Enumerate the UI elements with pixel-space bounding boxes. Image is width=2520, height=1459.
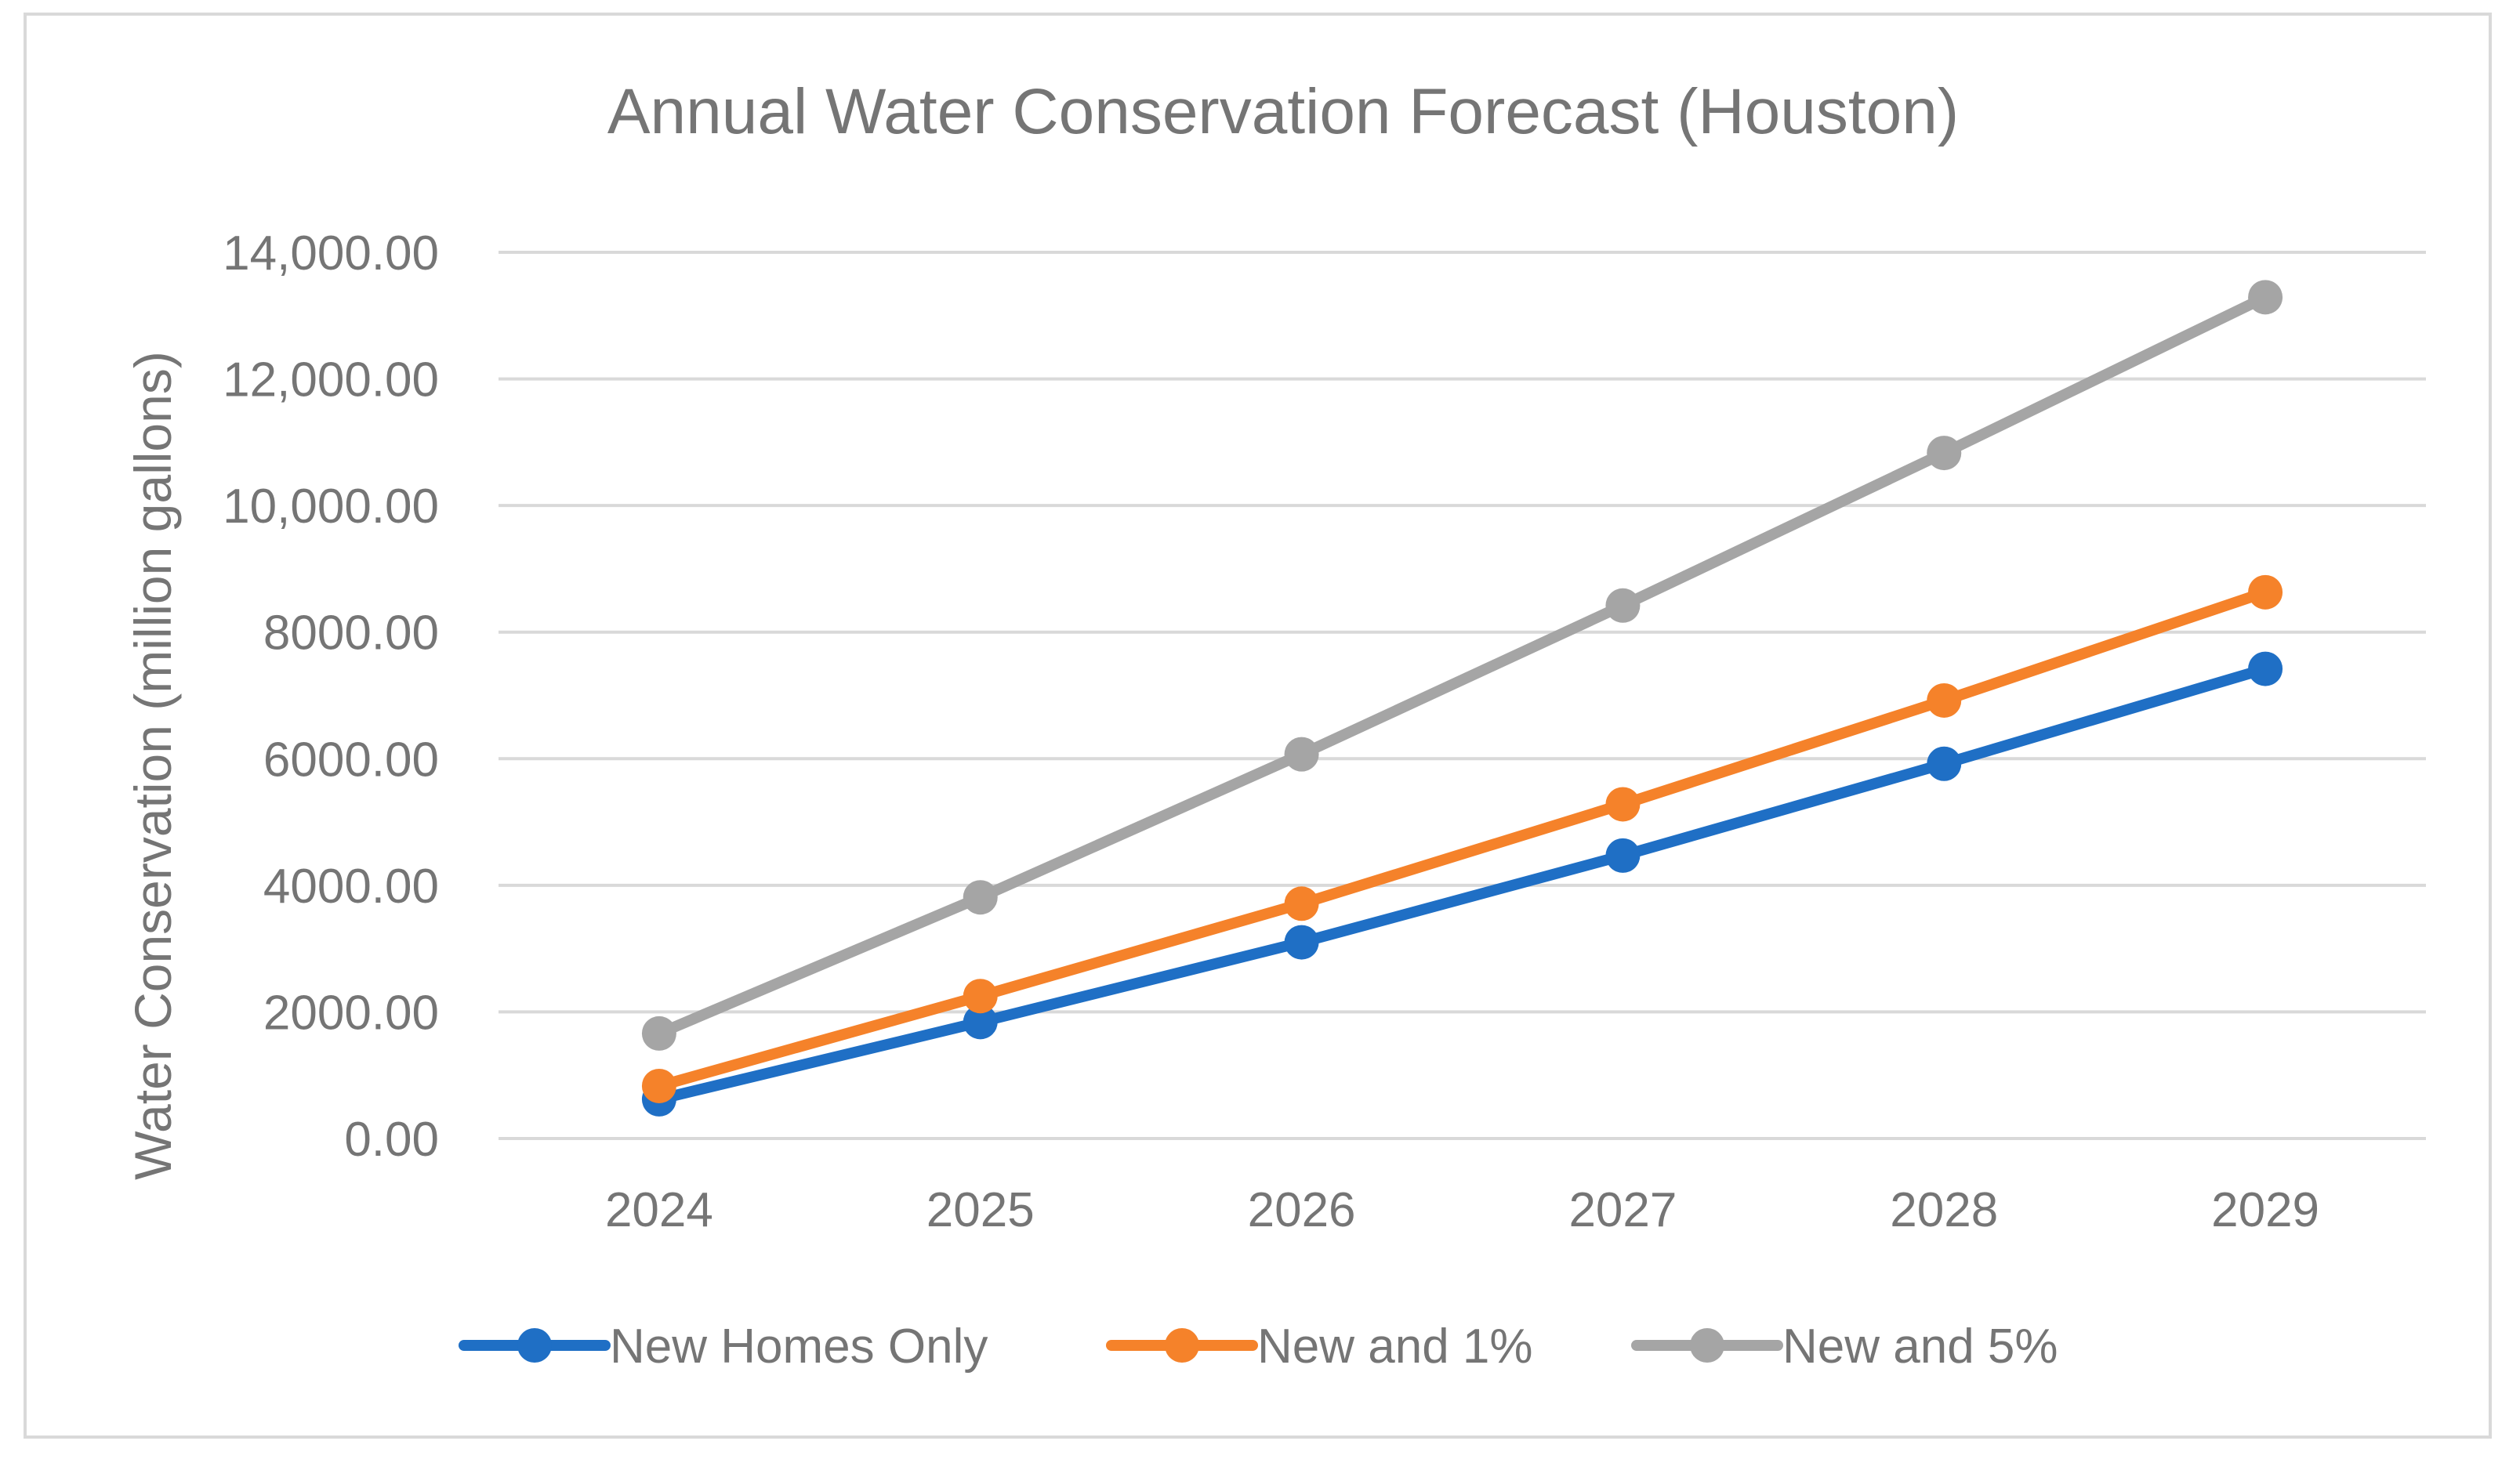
series-line	[653, 586, 2272, 1092]
legend: New Homes Only New and 1% New and 5%	[459, 1320, 2058, 1374]
legend-label: New and 5%	[1782, 1320, 2058, 1374]
legend-swatch-marker	[517, 1328, 552, 1363]
data-point	[2248, 280, 2283, 315]
series-group	[641, 280, 2283, 1117]
series	[641, 280, 2283, 1051]
legend-label: New Homes Only	[610, 1320, 988, 1374]
data-point	[963, 1005, 998, 1040]
x-tick-label: 2026	[1248, 1183, 1356, 1237]
data-point	[1605, 787, 1641, 822]
y-tick-label: 2000.00	[263, 986, 439, 1040]
x-tick-labels: 2024 2025 2026 2027 2028 2029	[605, 1183, 2319, 1237]
legend-swatch-marker	[1165, 1328, 1199, 1363]
chart-title: Annual Water Conservation Forecast (Hous…	[607, 76, 1959, 147]
y-tick-labels: 0.00 2000.00 4000.00 6000.00 8000.00 10,000.0…	[223, 226, 439, 1167]
data-point	[1927, 682, 1962, 718]
legend-item: New and 5%	[1631, 1320, 2058, 1374]
data-point	[1284, 737, 1319, 772]
x-tick-label: 2029	[2211, 1183, 2319, 1237]
data-point	[641, 1016, 676, 1051]
x-tick-label: 2028	[1890, 1183, 1998, 1237]
data-point	[1284, 886, 1319, 921]
y-tick-label: 8000.00	[263, 606, 439, 661]
legend-label: New and 1%	[1257, 1320, 1533, 1374]
x-tick-label: 2025	[926, 1183, 1035, 1237]
y-tick-label: 0.00	[344, 1113, 439, 1167]
data-point	[1605, 838, 1641, 873]
data-point	[1927, 436, 1962, 471]
gridlines	[499, 251, 2426, 1140]
y-tick-label: 10,000.00	[223, 480, 439, 534]
series-line	[653, 291, 2272, 1039]
data-point	[1605, 588, 1641, 623]
y-tick-label: 14,000.00	[223, 226, 439, 281]
data-point	[641, 1068, 676, 1103]
series-line	[653, 663, 2272, 1105]
y-tick-label: 6000.00	[263, 733, 439, 787]
y-axis-title: Water Conservation (million gallons)	[124, 351, 182, 1180]
x-tick-label: 2027	[1568, 1183, 1677, 1237]
legend-item: New and 1%	[1106, 1320, 1533, 1374]
y-tick-label: 4000.00	[263, 860, 439, 914]
y-tick-label: 12,000.00	[223, 353, 439, 407]
data-point	[2248, 574, 2283, 610]
data-point	[1927, 746, 1962, 781]
data-point	[963, 880, 998, 915]
data-point	[2248, 651, 2283, 686]
data-point	[1284, 925, 1319, 960]
data-point	[963, 979, 998, 1014]
legend-item: New Homes Only	[459, 1320, 988, 1374]
legend-swatch-marker	[1690, 1328, 1724, 1363]
x-tick-label: 2024	[605, 1183, 713, 1237]
series	[641, 574, 2283, 1103]
